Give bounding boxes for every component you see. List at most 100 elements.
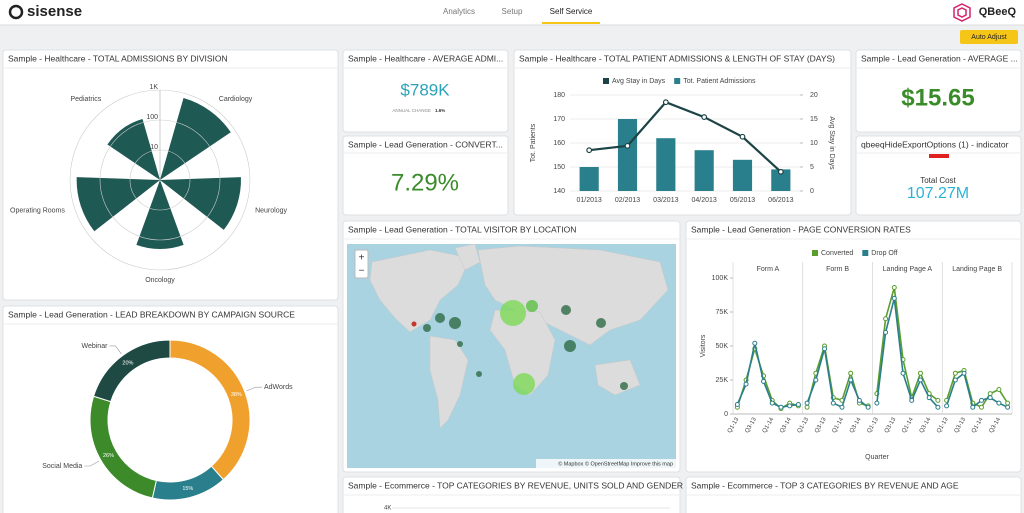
auto-adjust-button[interactable] [960,30,1018,44]
kpi-value: $15.65 [901,84,974,111]
panel-title: Form A [757,266,780,273]
line-point [752,340,758,346]
x-axis-label: Quarter [865,454,889,461]
map-bubble[interactable] [513,373,535,395]
line-point [795,401,801,407]
y-tick-label: 100K [712,275,729,282]
nav-tab[interactable]: Analytics [443,7,475,16]
kpi-value: $789K [400,80,450,99]
bar [579,167,599,191]
widget-panel [855,135,1022,216]
line [876,287,939,402]
line [876,298,939,408]
map-attribution[interactable]: © Mapbox © OpenStreetMap Improve this ma… [558,460,673,467]
line-point [777,168,784,175]
panel-title: Form B [826,266,849,273]
line-point [944,403,950,409]
line-point [624,142,631,149]
x-tick-label: 05/2013 [730,197,755,204]
y-axis-label: Visitors [700,334,707,357]
y-axis-label: Tot. Patients [530,123,537,162]
category-label: Neurology [255,208,287,215]
y-tick-label: 0 [724,411,728,418]
polar-wedge [76,177,160,232]
line-point [917,370,923,376]
polar-wedge [136,180,184,250]
legend-swatch [603,78,609,84]
y-tick-label: 180 [553,92,565,99]
widget-title: qbeeqHideExportOptions (1) - indicator [861,139,1009,149]
data-label: 38% [231,392,242,398]
bar [771,169,791,191]
category-label: Social Media [42,463,82,470]
panel-title: Landing Page A [883,266,933,273]
map-bubble[interactable] [457,341,463,347]
map-bubble[interactable] [620,382,628,390]
line-point [952,370,958,376]
line-point [662,99,669,106]
title-dividers [3,67,1021,496]
map-bubble[interactable] [411,321,417,327]
widget-panel [2,49,339,301]
zoom-out[interactable]: − [359,266,365,277]
y2-tick-label: 20 [810,92,818,99]
map-bubble[interactable] [596,318,606,328]
line-point [734,401,740,407]
map-bubble[interactable] [500,300,526,326]
line-point [804,404,810,410]
map-land [369,243,669,429]
map-bubble[interactable] [476,371,482,377]
category-label: Oncology [145,277,175,284]
panel-title: Landing Page B [952,266,1002,273]
map-bubble[interactable] [423,324,431,332]
line-point [848,377,854,383]
map-bubbles [411,300,628,395]
zoom-in[interactable]: + [359,253,365,264]
y-tick-label: 150 [553,164,565,171]
map-bubble[interactable] [526,300,538,312]
line-point [1005,404,1011,410]
y2-tick-label: 15 [810,116,818,123]
legend-swatch [812,250,818,256]
line-point [865,404,871,410]
auto-adjust-label[interactable]: Auto Adjust [971,34,1006,41]
nav-tab[interactable]: Setup [502,7,523,16]
widget-title: Sample - Healthcare - TOTAL PATIENT ADMI… [519,53,835,63]
line-point [961,370,967,376]
data-label: 20% [122,360,133,366]
donut-segment [92,339,171,403]
map-bubble[interactable] [449,317,461,329]
line-point [970,404,976,410]
legend-swatch [862,250,869,256]
map-bubble[interactable] [435,313,445,323]
widget-title: Sample - Healthcare - TOTAL ADMISSIONS B… [8,53,228,63]
line-point [978,397,984,403]
y2-tick-label: 0 [810,188,814,195]
legend-label: Avg Stay in Days [612,78,666,85]
widget-title: Sample - Ecommerce - TOP 3 CATEGORIES BY… [691,480,959,490]
line [589,100,782,173]
widget-panel [342,135,509,216]
logo-icon [8,4,24,20]
map-bubble[interactable] [561,305,571,315]
y-tick-label: 160 [553,140,565,147]
x-tick-label: 04/2013 [692,197,717,204]
nav-tab-active[interactable]: Self Service [550,7,593,16]
y2-tick-label: 10 [810,140,818,147]
line-point [1005,400,1011,406]
y-tick-label: 25K [716,377,729,384]
line-point [935,404,941,410]
map-bubble[interactable] [564,340,576,352]
widget-title: Sample - Lead Generation - CONVERT... [348,139,503,149]
widget-title: Sample - Ecommerce - TOP CATEGORIES BY R… [348,480,683,490]
x-tick-label: 03/2013 [653,197,678,204]
x-tick-label: 01/2013 [577,197,602,204]
line-point [874,400,880,406]
category-label: Cardiology [219,96,253,103]
line-point [701,114,708,120]
line-point [883,329,889,335]
line-point [839,404,845,410]
line [806,348,869,409]
widget-panel [342,49,509,133]
line-point [761,378,767,384]
